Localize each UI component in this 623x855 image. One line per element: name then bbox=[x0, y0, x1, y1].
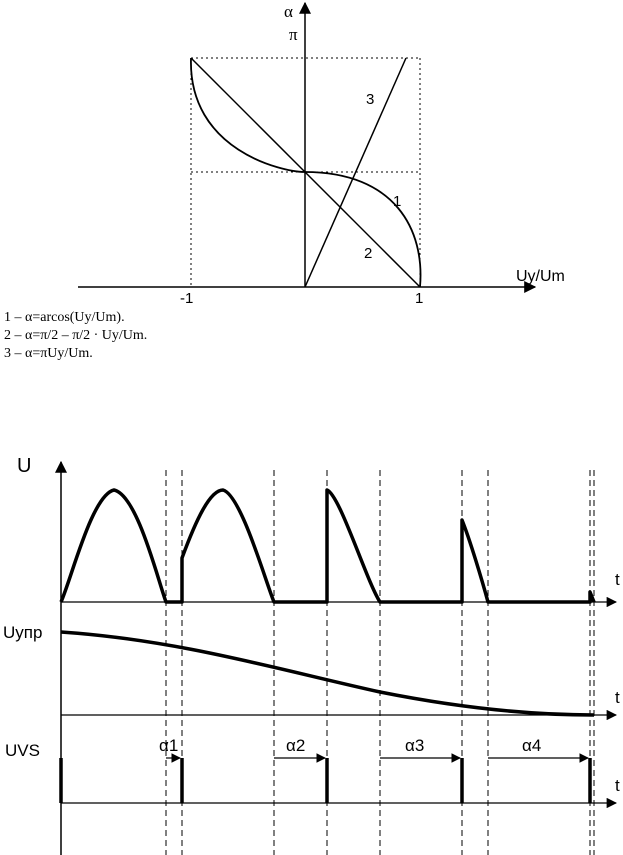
alpha-vs-control-graph: α π Uy/Um -1 1 1 2 3 bbox=[78, 1, 565, 307]
tick-one: 1 bbox=[415, 290, 423, 307]
alpha-axis-label: α bbox=[284, 2, 293, 21]
curve-1-label: 1 bbox=[393, 193, 401, 210]
timing-diagram: U Uупр UVS t t t α1 α2 α3 α4 bbox=[3, 455, 620, 855]
legend-line-3: 3 – α=πUy/Um. bbox=[4, 346, 93, 361]
alpha-3-label: α3 bbox=[405, 736, 424, 755]
timing-guides bbox=[165, 470, 595, 855]
t-label-uvs: t bbox=[615, 776, 620, 795]
curve-2-label: 2 bbox=[364, 245, 372, 262]
curve-2-linear bbox=[190, 57, 421, 288]
legend-line-1: 1 – α=arcos(Uy/Um). bbox=[4, 310, 125, 325]
thyristor-pulses bbox=[59, 758, 592, 803]
legend-line-2: 2 – α=π/2 – π/2 · Uy/Um. bbox=[4, 328, 148, 343]
pi-label: π bbox=[289, 25, 298, 44]
u-label: U bbox=[17, 455, 31, 477]
alpha-1-label: α1 bbox=[159, 736, 178, 755]
curve-3-linear bbox=[304, 57, 407, 288]
output-voltage-waveform bbox=[59, 488, 596, 604]
uvs-label: UVS bbox=[5, 741, 40, 760]
curve-3-label: 3 bbox=[366, 91, 374, 108]
t-label-uupr: t bbox=[615, 688, 620, 707]
alpha-2-label: α2 bbox=[286, 736, 305, 755]
x-axis-label: Uy/Um bbox=[516, 268, 565, 285]
t-label-u: t bbox=[615, 570, 620, 589]
uupr-label: Uупр bbox=[3, 623, 42, 642]
tick-minus-one: -1 bbox=[180, 290, 193, 307]
control-voltage-curve bbox=[60, 630, 595, 717]
guide-lines bbox=[190, 57, 421, 287]
alpha-4-label: α4 bbox=[522, 736, 541, 755]
